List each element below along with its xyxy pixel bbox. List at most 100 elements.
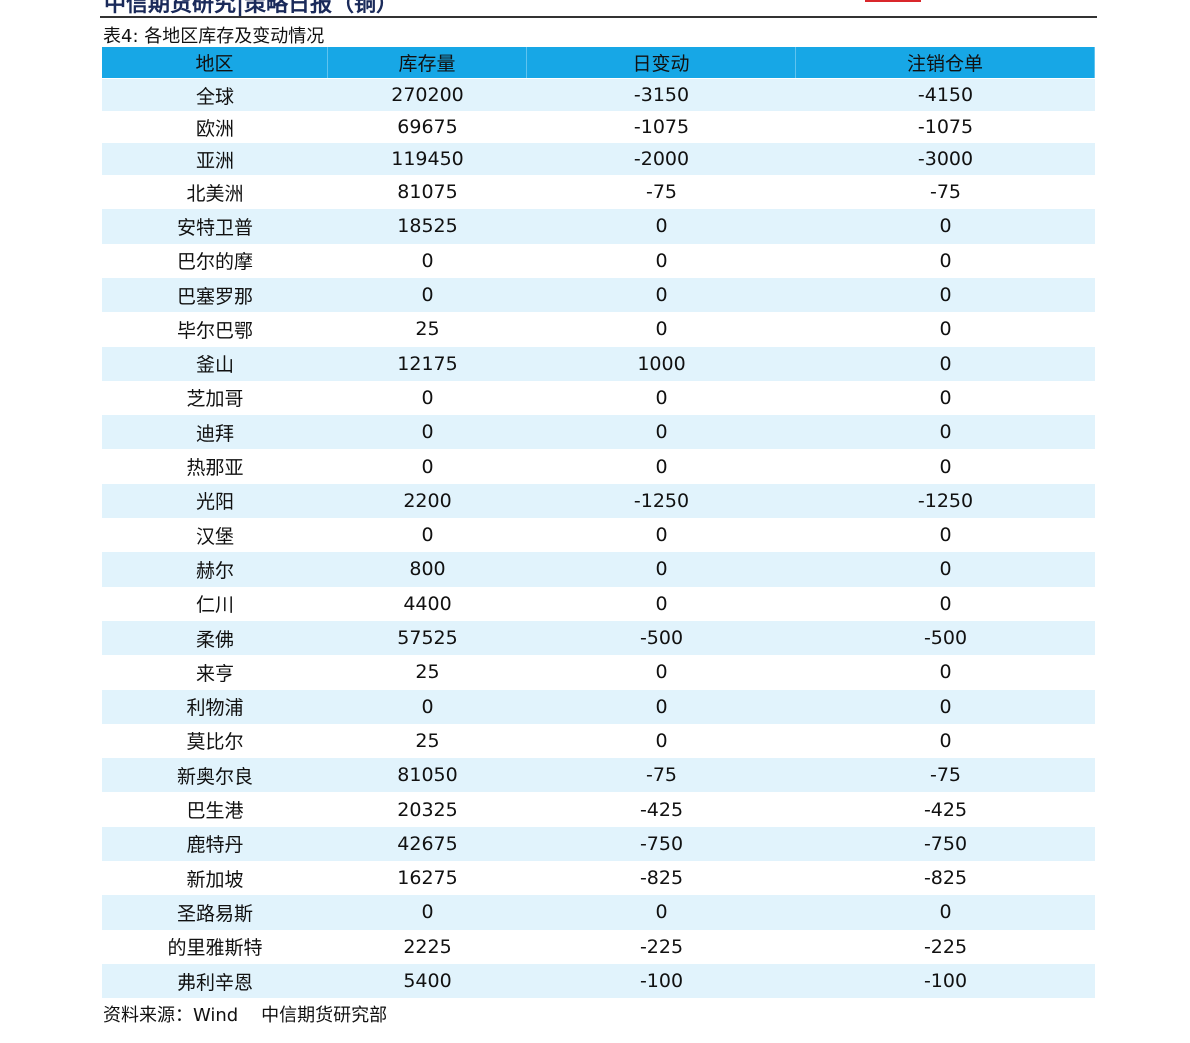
table-cell: -75	[645, 181, 678, 204]
table-cell: -425	[639, 798, 684, 821]
table-cell: -1075	[633, 116, 690, 138]
table-cell: 北美洲	[186, 182, 244, 205]
table-cell: 巴尔的摩	[176, 251, 253, 274]
table-cell: -750	[923, 832, 968, 855]
table-cell: 0	[655, 284, 668, 307]
table-cell: 釜山	[195, 354, 234, 377]
row-background	[102, 792, 1095, 827]
table-cell: 芝加哥	[186, 388, 244, 411]
table-cell: 0	[939, 592, 952, 615]
row-background	[102, 758, 1095, 793]
row-background	[102, 895, 1095, 930]
table-cell: -100	[923, 970, 968, 993]
table-cell: 利物浦	[186, 697, 244, 720]
table-cell: 0	[655, 249, 668, 272]
row-background	[102, 483, 1095, 518]
table-cell: 迪拜	[195, 422, 234, 445]
row-background	[102, 346, 1095, 381]
table-cell: -1250	[633, 489, 690, 512]
table-cell: -100	[639, 970, 684, 993]
source-note: 资料来源：Wind 中信期货研究部	[103, 1005, 388, 1026]
table-cell: -75	[929, 181, 962, 204]
table-cell: 0	[655, 421, 668, 444]
table-cell: 巴生港	[186, 800, 244, 823]
header-rule	[100, 16, 1097, 18]
table-cell: 0	[421, 901, 434, 924]
row-background	[102, 175, 1095, 210]
table-cell: 16275	[397, 867, 458, 890]
table-cell: 0	[939, 455, 952, 478]
header-cell: 日变动	[527, 47, 796, 78]
table-cell: 来亨	[195, 662, 234, 685]
table-cell: 42675	[397, 832, 458, 855]
row-background	[102, 79, 1095, 111]
row-background	[102, 586, 1095, 621]
row-background	[102, 143, 1095, 175]
row-background	[102, 243, 1095, 278]
table-cell: 25	[415, 729, 440, 752]
table-cell: 5400	[403, 970, 452, 993]
table-caption: 表4: 各地区库存及变动情况	[103, 26, 325, 47]
table-cell: 0	[939, 524, 952, 547]
table-cell: -3150	[633, 84, 690, 106]
row-background	[102, 518, 1095, 553]
table-cell: 0	[939, 318, 952, 341]
table-cell: 圣路易斯	[176, 902, 253, 925]
table-cell: 仁川	[195, 594, 234, 617]
table-cell: 0	[421, 386, 434, 409]
table-cell: 81075	[397, 181, 458, 204]
table-cell: 800	[409, 558, 446, 581]
table-cell: 0	[939, 558, 952, 581]
row-background	[102, 620, 1095, 656]
table-cell: -225	[639, 935, 684, 958]
row-background	[102, 963, 1095, 999]
table-cell: 弗利辛恩	[176, 971, 253, 994]
table-cell: 0	[939, 729, 952, 752]
table-cell: 0	[655, 695, 668, 718]
table-cell: 0	[655, 901, 668, 924]
table-cell: 0	[939, 695, 952, 718]
table-cell: 0	[655, 524, 668, 547]
table-cell: 0	[655, 455, 668, 478]
table-cell: 0	[655, 592, 668, 615]
table-cell: 119450	[391, 148, 464, 170]
row-background	[102, 689, 1095, 724]
table-cell: 安特卫普	[176, 216, 253, 239]
table-cell: 0	[655, 215, 668, 238]
table-cell: 0	[655, 661, 668, 684]
table-cell: 0	[939, 901, 952, 924]
report-title: 中信期货研究|策略日报（铜）	[104, 0, 399, 17]
logo-bar	[865, 0, 921, 2]
table-cell: 4400	[403, 592, 452, 615]
table-cell: 0	[655, 318, 668, 341]
table-cell: 热那亚	[186, 457, 244, 480]
table-cell: 81050	[397, 764, 458, 787]
table-cell: 25	[415, 318, 440, 341]
table-cell: 亚洲	[195, 149, 234, 172]
table-cell: 0	[655, 386, 668, 409]
table-cell: 0	[421, 284, 434, 307]
table-cell: 0	[939, 386, 952, 409]
table-cell: 柔佛	[195, 628, 234, 651]
table-cell: -2000	[633, 148, 690, 170]
table-cell: 2225	[403, 935, 452, 958]
row-background	[102, 380, 1095, 416]
row-background	[102, 929, 1095, 964]
table-cell: 0	[939, 249, 952, 272]
table-cell: 的里雅斯特	[167, 937, 263, 960]
table-cell: 12175	[397, 352, 458, 375]
row-background	[102, 312, 1095, 347]
table-cell: -425	[923, 798, 968, 821]
header-cell: 地区	[102, 47, 328, 78]
table-cell: -825	[639, 867, 684, 890]
table-cell: 0	[421, 249, 434, 272]
table-cell: 0	[939, 215, 952, 238]
row-background	[102, 826, 1095, 861]
table-cell: 全球	[195, 85, 234, 108]
row-background	[102, 111, 1095, 143]
table: 地区 库存量 日变动 注销仓单 全球 270200 -3150 -4150 欧洲 69675 -10…	[102, 47, 1095, 999]
table-cell: 20325	[397, 798, 458, 821]
table-cell: 0	[421, 455, 434, 478]
table-cell: 欧洲	[195, 117, 234, 140]
